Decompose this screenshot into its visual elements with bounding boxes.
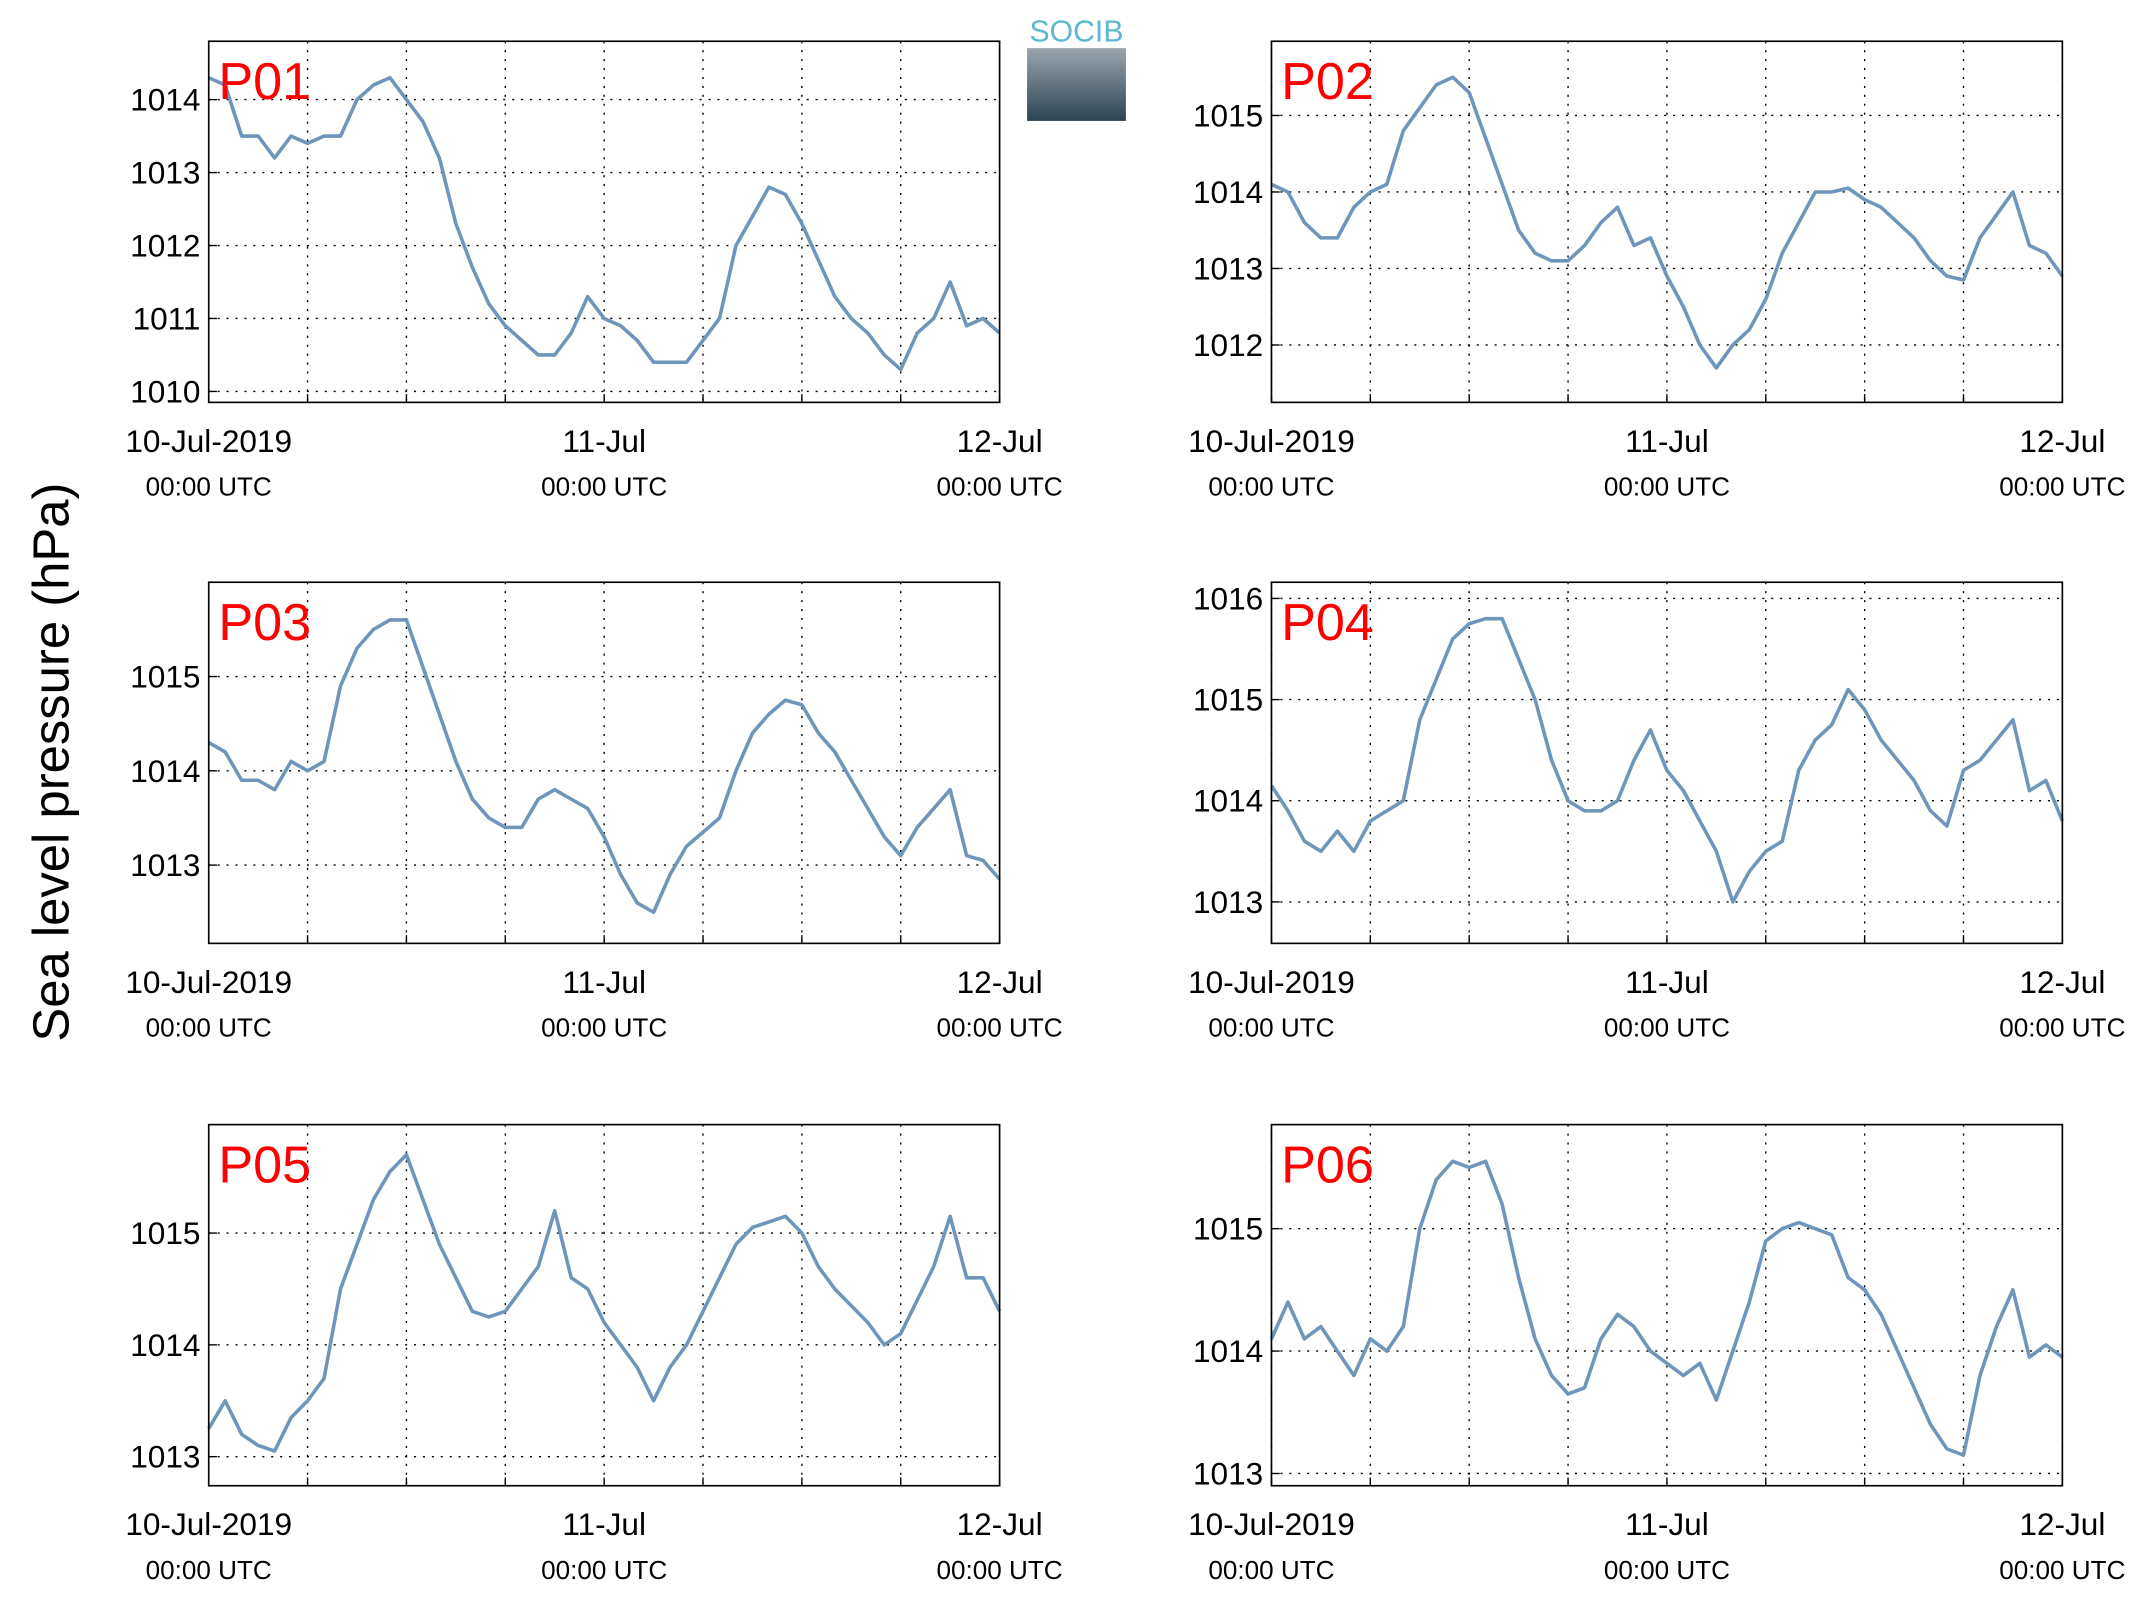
x-tick-label: 10-Jul-2019 [125,1506,292,1542]
axes-frame [1270,581,2064,945]
data-line [1269,616,2065,904]
x-tick-sublabel: 00:00 UTC [146,1013,272,1043]
x-tick-sublabel: 00:00 UTC [937,1013,1063,1043]
y-tick-label: 1013 [130,155,200,191]
x-tick-label: 11-Jul [562,423,646,459]
panel-title: P02 [1281,53,1374,111]
y-tick-label: 1015 [1193,1211,1263,1247]
x-tick-label: 12-Jul [957,423,1043,459]
x-tick-sublabel: 00:00 UTC [146,472,272,502]
y-tick-label: 1012 [130,228,200,264]
x-tick-sublabel: 00:00 UTC [1999,472,2125,502]
y-tick-label: 1015 [130,659,200,695]
x-tick-label: 12-Jul [2019,1506,2105,1542]
y-tick-label: 1013 [1193,250,1263,286]
x-tick-sublabel: 00:00 UTC [1208,1555,1334,1585]
x-tick-label: 11-Jul [1625,964,1709,1000]
x-tick-label: 10-Jul-2019 [125,423,292,459]
x-tick-label: 12-Jul [957,1506,1043,1542]
logo-box [1027,48,1126,121]
y-tick-label: 1014 [1193,174,1263,210]
x-tick-sublabel: 00:00 UTC [146,1555,272,1585]
y-tick-label: 1014 [130,82,200,118]
x-tick-sublabel: 00:00 UTC [1604,472,1730,502]
y-axis-label: Sea level pressure (hPa) [23,483,80,1042]
y-tick-label: 1013 [130,847,200,883]
y-tick-label: 1014 [130,753,200,789]
x-tick-label: 10-Jul-2019 [1188,1506,1355,1542]
x-tick-label: 12-Jul [2019,423,2105,459]
x-tick-label: 12-Jul [957,964,1043,1000]
data-line [1270,75,2064,370]
y-tick-label: 1013 [1193,1455,1263,1491]
panel-title: P04 [1281,594,1374,652]
x-tick-label: 11-Jul [562,964,646,1000]
axes-frame [1270,40,2064,404]
data-line [207,1153,1002,1453]
x-tick-label: 10-Jul-2019 [1188,423,1355,459]
x-tick-sublabel: 00:00 UTC [937,472,1063,502]
x-tick-sublabel: 00:00 UTC [1208,1013,1334,1043]
y-tick-label: 1014 [1193,783,1263,819]
panel-title: P06 [1281,1136,1374,1194]
y-tick-label: 1013 [1193,884,1263,920]
y-tick-label: 1010 [130,373,200,409]
x-tick-label: 10-Jul-2019 [125,964,292,1000]
x-tick-sublabel: 00:00 UTC [1999,1555,2125,1585]
y-tick-label: 1014 [1193,1333,1263,1369]
x-tick-sublabel: 00:00 UTC [541,1555,667,1585]
data-line [207,618,1001,915]
axes-frame [207,1123,1001,1487]
x-tick-sublabel: 00:00 UTC [541,472,667,502]
y-tick-label: 1015 [130,1215,200,1251]
x-tick-sublabel: 00:00 UTC [937,1555,1063,1585]
axes-frame [207,581,1001,945]
data-line [207,75,1001,372]
x-tick-sublabel: 00:00 UTC [541,1013,667,1043]
y-tick-label: 1011 [133,300,201,336]
x-tick-label: 11-Jul [1625,1506,1709,1542]
logo-text: SOCIB [1030,15,1124,48]
x-tick-sublabel: 00:00 UTC [1208,472,1334,502]
panel-title: P03 [218,594,311,652]
y-tick-label: 1012 [1193,327,1263,363]
x-tick-label: 10-Jul-2019 [1188,964,1355,1000]
x-tick-sublabel: 00:00 UTC [1604,1555,1730,1585]
data-line [1269,1159,2064,1457]
y-tick-label: 1013 [130,1439,200,1475]
x-tick-sublabel: 00:00 UTC [1604,1013,1730,1043]
axes-frame [207,40,1001,404]
x-tick-label: 11-Jul [562,1506,646,1542]
panel-title: P05 [218,1136,311,1194]
x-tick-sublabel: 00:00 UTC [1999,1013,2125,1043]
y-tick-label: 1016 [1193,580,1263,616]
panel-title: P01 [218,53,311,111]
y-tick-label: 1015 [1193,682,1263,718]
x-tick-label: 11-Jul [1625,423,1709,459]
y-tick-label: 1015 [1193,97,1263,133]
x-tick-label: 12-Jul [2019,964,2105,1000]
y-tick-label: 1014 [130,1327,200,1363]
axes-frame [1270,1123,2064,1487]
